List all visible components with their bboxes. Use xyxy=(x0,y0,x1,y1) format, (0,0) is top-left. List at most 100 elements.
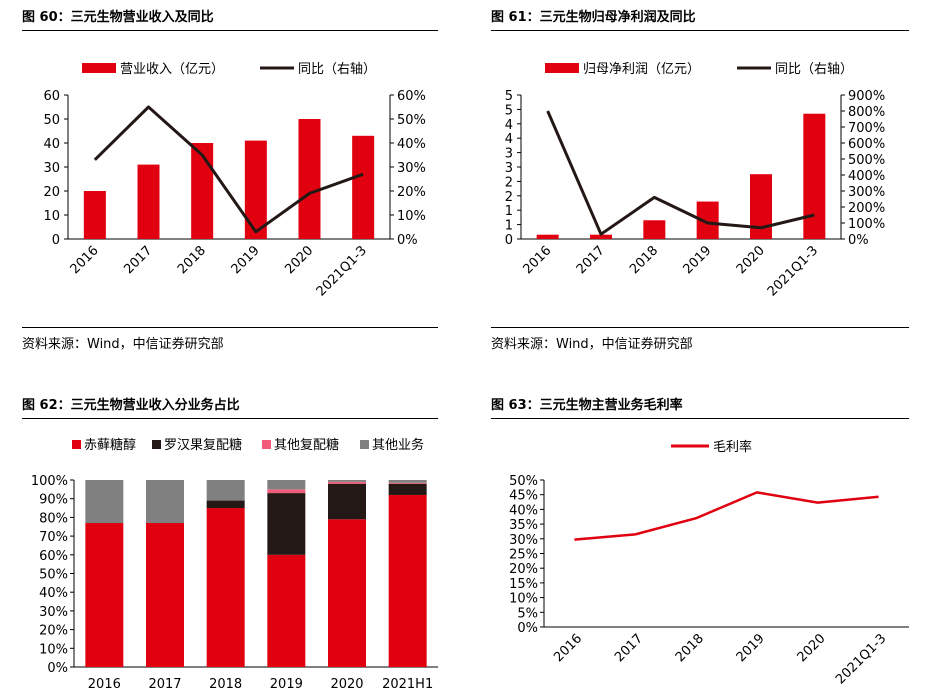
x-tick-label: 2016 xyxy=(520,243,554,277)
x-tick-label: 2017 xyxy=(121,243,155,277)
x-tick-label: 2020 xyxy=(282,243,316,277)
source-rule xyxy=(22,327,438,328)
x-tick-label: 2021H1 xyxy=(382,677,433,692)
y-tick-label: 10% xyxy=(509,592,538,607)
legend-swatch xyxy=(360,440,369,449)
legend-label: 赤藓糖醇 xyxy=(84,437,136,453)
y-tick-label-right: 40% xyxy=(397,137,426,152)
y-tick-label-left: 5 xyxy=(505,89,513,104)
x-tick-label: 2020 xyxy=(330,677,363,692)
stacked-bar-segment xyxy=(328,480,366,482)
y-tick-label-right: 20% xyxy=(397,185,426,200)
y-tick-label: 25% xyxy=(509,548,538,563)
legend-label: 罗汉果复配糖 xyxy=(164,437,242,453)
stacked-bar-segment xyxy=(85,523,124,667)
legend-swatch xyxy=(262,440,271,449)
y-tick-label: 0% xyxy=(517,621,538,636)
y-tick-label-right: 800% xyxy=(848,105,885,120)
x-tick-label: 2020 xyxy=(734,243,768,277)
y-tick-label-left: 0 xyxy=(52,233,60,248)
title-rule xyxy=(491,30,909,31)
chart-title: 图 60：三元生物营业收入及同比 xyxy=(22,10,214,25)
chart-title: 图 63：三元生物主营业务毛利率 xyxy=(491,398,683,413)
series-line xyxy=(546,110,815,236)
series-line xyxy=(574,491,879,541)
y-tick-label-left: 60 xyxy=(43,89,60,104)
y-tick-label: 45% xyxy=(509,489,538,504)
y-tick-label-right: 100% xyxy=(848,217,885,232)
stacked-bar-segment xyxy=(388,494,427,667)
y-tick-label: 60% xyxy=(39,549,68,564)
y-tick-label-left: 4 xyxy=(505,118,513,133)
y-tick-label: 30% xyxy=(39,605,68,620)
y-tick-label: 40% xyxy=(39,586,68,601)
y-tick-label-left: 40 xyxy=(43,137,60,152)
bar xyxy=(536,234,559,239)
y-tick-label-right: 500% xyxy=(848,153,885,168)
y-tick-label: 70% xyxy=(39,530,68,545)
stacked-bar-segment xyxy=(328,519,366,667)
bar xyxy=(750,174,772,239)
legend-label: 其他复配糖 xyxy=(274,437,339,453)
x-tick-label: 2019 xyxy=(270,677,303,692)
y-tick-label-left: 3 xyxy=(505,147,513,162)
chart-panel-revenue-mix: 图 62：三元生物营业收入分业务占比 赤藓糖醇 罗汉果复配糖 其他复配糖 其他业务 0%… xyxy=(22,394,438,696)
legend-label-bar: 营业收入（亿元） xyxy=(120,62,224,77)
stacked-bar-segment xyxy=(206,480,245,501)
x-tick-label: 2019 xyxy=(734,631,768,665)
x-tick-label: 2021Q1-3 xyxy=(314,243,370,299)
stacked-bar-segment xyxy=(267,489,306,494)
y-tick-label-right: 200% xyxy=(848,201,885,216)
title-rule xyxy=(22,418,438,419)
x-tick-label: 2021Q1-3 xyxy=(833,631,889,687)
bar xyxy=(352,135,375,239)
y-tick-label-right: 30% xyxy=(397,161,426,176)
x-tick-label: 2016 xyxy=(68,243,102,277)
source-note: 资料来源：Wind，中信证券研究部 xyxy=(491,337,693,352)
revenue-mix-chart: 赤藓糖醇 罗汉果复配糖 其他复配糖 其他业务 0% 10% 20% 30% 40% 50% 60% 7… xyxy=(31,437,438,692)
y-tick-label: 30% xyxy=(509,533,538,548)
stacked-bar-segment xyxy=(328,483,366,520)
y-tick-label-left: 2 xyxy=(505,190,513,205)
y-tick-label: 100% xyxy=(31,474,68,489)
y-tick-label: 10% xyxy=(39,642,68,657)
bar xyxy=(191,143,214,239)
y-tick-label-left: 0 xyxy=(505,233,513,248)
stacked-bar-segment xyxy=(388,480,427,483)
legend-label-line: 同比（右轴） xyxy=(775,62,853,77)
chart-title: 图 61：三元生物归母净利润及同比 xyxy=(491,10,696,25)
y-tick-label-left: 20 xyxy=(43,185,60,200)
x-tick-label: 2017 xyxy=(574,243,608,277)
y-tick-label-right: 0% xyxy=(848,233,869,248)
x-tick-label: 2019 xyxy=(680,243,714,277)
legend-label: 毛利率 xyxy=(713,439,752,455)
y-tick-label: 20% xyxy=(39,624,68,639)
y-tick-label: 20% xyxy=(509,562,538,577)
y-tick-label-left: 3 xyxy=(505,161,513,176)
y-tick-label: 15% xyxy=(509,577,538,592)
y-tick-label-right: 900% xyxy=(848,89,885,104)
x-tick-label: 2016 xyxy=(551,631,585,665)
x-tick-label: 2020 xyxy=(795,631,829,665)
x-tick-label: 2019 xyxy=(229,243,263,277)
y-tick-label: 40% xyxy=(509,503,538,518)
y-tick-label-left: 50 xyxy=(43,113,60,128)
stacked-bar-segment xyxy=(267,493,306,555)
x-tick-label: 2016 xyxy=(88,677,121,692)
y-tick-label-right: 700% xyxy=(848,121,885,136)
legend-label-bar: 归母净利润（亿元） xyxy=(583,62,700,77)
x-tick-label: 2018 xyxy=(627,243,661,277)
legend-swatch-bar xyxy=(545,63,579,73)
legend-swatch xyxy=(72,440,81,449)
y-tick-label: 5% xyxy=(517,606,538,621)
y-tick-label: 50% xyxy=(509,474,538,489)
y-tick-label: 35% xyxy=(509,518,538,533)
y-tick-label: 80% xyxy=(39,511,68,526)
stacked-bar-segment xyxy=(388,483,427,495)
chart-panel-revenue: 图 60：三元生物营业收入及同比 营业收入（亿元） 同比（右轴） 0 10 20 30 40… xyxy=(22,6,438,356)
y-tick-label-right: 600% xyxy=(848,137,885,152)
y-tick-label-right: 60% xyxy=(397,89,426,104)
source-note: 资料来源：Wind，中信证券研究部 xyxy=(22,337,224,352)
gross-margin-chart: 毛利率 0%5%10%15%20%25%30%35%40%45%50% 2016 20… xyxy=(509,439,909,687)
legend-swatch xyxy=(152,440,161,449)
